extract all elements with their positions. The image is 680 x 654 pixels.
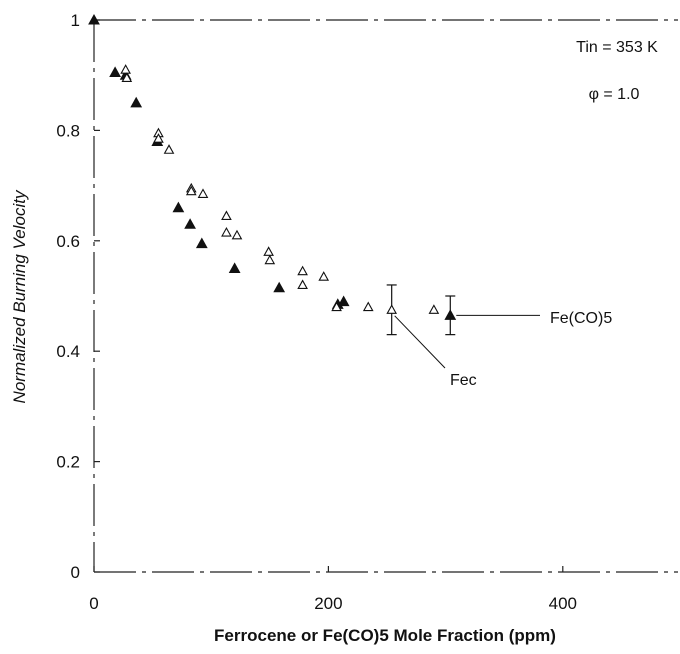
axis-ticks: 0 0.2 0.4 0.6 0.8 1 0 200 400 — [56, 11, 577, 613]
point-feco5 — [172, 201, 185, 213]
point-fec — [428, 304, 440, 314]
point-feco5 — [228, 262, 241, 273]
point-fec — [163, 144, 175, 154]
x-tick-label: 400 — [549, 594, 577, 613]
condition-equivalence-ratio: φ = 1.0 — [589, 86, 640, 103]
data-points — [88, 13, 457, 336]
point-fec — [120, 64, 131, 74]
y-tick-label: 0.2 — [56, 453, 80, 472]
leader-line-fec — [394, 315, 446, 369]
x-axis-title: Ferrocene or Fe(CO)5 Mole Fraction (ppm) — [214, 626, 556, 645]
point-fec — [263, 246, 274, 256]
y-tick-label: 1 — [71, 11, 80, 30]
point-fec — [362, 301, 374, 312]
y-tick-label: 0 — [71, 563, 80, 582]
point-fec — [121, 72, 133, 83]
point-feco5 — [109, 66, 121, 77]
point-feco5 — [184, 218, 196, 229]
point-fec — [331, 301, 342, 312]
point-fec — [386, 304, 398, 314]
point-fec — [297, 279, 308, 290]
point-fec — [221, 210, 232, 221]
annotation-label-fec: Fec — [450, 372, 477, 389]
condition-temperature: Tin = 353 K — [576, 39, 658, 56]
y-axis-title: Normalized Burning Velocity — [10, 189, 29, 403]
x-tick-label: 200 — [314, 594, 342, 613]
point-feco5 — [273, 281, 286, 293]
point-fec — [297, 265, 308, 276]
annotation-lines — [394, 314, 540, 369]
point-fec — [197, 188, 209, 198]
point-feco5 — [337, 295, 350, 307]
point-fec — [185, 185, 197, 196]
plot-frame — [93, 19, 678, 573]
point-fec — [153, 133, 164, 143]
point-fec — [231, 229, 243, 240]
point-fec — [264, 254, 276, 265]
point-feco5 — [195, 237, 208, 249]
y-tick-label: 0.6 — [56, 232, 80, 251]
x-tick-label: 0 — [89, 594, 98, 613]
point-fec — [221, 226, 232, 237]
point-feco5 — [88, 13, 100, 25]
point-fec — [318, 271, 330, 281]
point-feco5 — [130, 96, 143, 108]
y-tick-label: 0.4 — [56, 342, 80, 361]
y-tick-label: 0.8 — [56, 121, 80, 140]
annotation-label-feco5: Fe(CO)5 — [550, 310, 612, 327]
point-feco5 — [444, 309, 457, 320]
